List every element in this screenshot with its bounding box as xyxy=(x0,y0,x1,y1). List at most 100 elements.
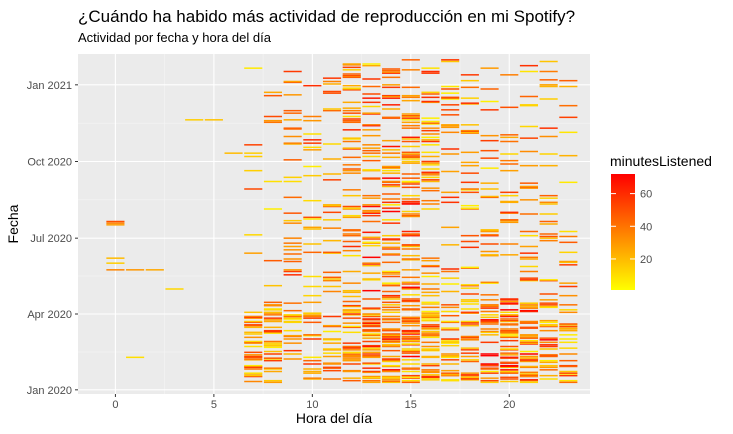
heatmap-tile xyxy=(382,210,401,213)
heatmap-tile xyxy=(421,314,440,317)
heatmap-tile xyxy=(460,131,479,134)
heatmap-tile xyxy=(382,364,401,367)
heatmap-tile xyxy=(480,354,499,357)
heatmap-tile xyxy=(382,117,401,119)
heatmap-tile xyxy=(401,99,420,102)
heatmap-tile xyxy=(500,371,519,374)
heatmap-tile xyxy=(322,83,342,85)
heatmap-tile xyxy=(441,201,460,204)
heatmap-tile xyxy=(283,94,302,96)
heatmap-tile xyxy=(322,204,342,207)
heatmap-tile xyxy=(460,79,479,82)
heatmap-tile xyxy=(382,369,401,371)
heatmap-tile xyxy=(500,378,519,380)
x-tick-label: 20 xyxy=(503,399,515,411)
heatmap-tile xyxy=(303,370,322,373)
heatmap-tile xyxy=(322,367,342,369)
heatmap-tile xyxy=(441,321,460,324)
heatmap-tile xyxy=(539,201,558,204)
heatmap-tile xyxy=(441,341,460,344)
heatmap-tile xyxy=(500,201,519,204)
heatmap-tile xyxy=(382,69,401,72)
heatmap-tile xyxy=(382,271,401,274)
heatmap-tile xyxy=(421,334,440,337)
heatmap-tile xyxy=(519,279,539,281)
heatmap-tile xyxy=(480,243,499,245)
heatmap-tile xyxy=(283,320,302,323)
heatmap-tile xyxy=(460,339,479,341)
heatmap-tile xyxy=(421,96,440,99)
heatmap-tile xyxy=(401,96,420,99)
heatmap-tile xyxy=(460,204,479,207)
heatmap-tile xyxy=(322,352,342,354)
heatmap-tile xyxy=(322,362,342,364)
heatmap-tile xyxy=(539,197,558,199)
heatmap-tile xyxy=(283,242,302,244)
heatmap-tile xyxy=(421,155,440,158)
heatmap-tile xyxy=(401,344,420,346)
heatmap-tile xyxy=(342,229,361,232)
heatmap-tile xyxy=(342,229,361,231)
x-tick-label: 0 xyxy=(112,399,118,411)
heatmap-tile xyxy=(362,321,381,324)
heatmap-tile xyxy=(342,119,361,122)
heatmap-tile xyxy=(500,366,519,369)
heatmap-tile xyxy=(421,176,440,179)
heatmap-tile xyxy=(401,234,420,236)
heatmap-tile xyxy=(460,246,479,249)
heatmap-tile xyxy=(421,327,440,329)
heatmap-tile xyxy=(401,162,420,164)
heatmap-tile xyxy=(480,304,499,307)
heatmap-tile xyxy=(342,282,361,284)
heatmap-tile xyxy=(263,312,283,314)
heatmap-tile xyxy=(362,177,381,179)
heatmap-tile xyxy=(421,203,440,205)
heatmap-tile xyxy=(401,343,420,345)
heatmap-tile xyxy=(342,313,361,315)
heatmap-tile xyxy=(421,336,440,339)
heatmap-tile xyxy=(244,336,263,339)
heatmap-tile xyxy=(539,348,558,350)
heatmap-tile xyxy=(401,138,420,140)
heatmap-tile xyxy=(500,243,519,245)
heatmap-tile xyxy=(500,254,519,256)
heatmap-tile xyxy=(382,304,401,306)
heatmap-tile xyxy=(342,345,361,348)
heatmap-tile xyxy=(421,288,440,290)
heatmap-tile xyxy=(382,359,401,361)
heatmap-tile xyxy=(342,140,361,143)
heatmap-tile xyxy=(382,181,401,184)
heatmap-tile xyxy=(263,180,283,183)
heatmap-tile xyxy=(106,220,125,223)
heatmap-tile xyxy=(362,194,381,197)
heatmap-tile xyxy=(382,377,401,379)
heatmap-tile xyxy=(401,304,420,307)
heatmap-tile xyxy=(303,378,322,380)
heatmap-tile xyxy=(303,321,322,324)
heatmap-tile xyxy=(539,364,558,367)
heatmap-tile xyxy=(342,74,361,77)
heatmap-tile xyxy=(263,329,283,332)
heatmap-tile xyxy=(106,224,125,226)
heatmap-tile xyxy=(441,226,460,229)
heatmap-tile xyxy=(382,273,401,275)
heatmap-tile xyxy=(421,341,440,344)
heatmap-tile xyxy=(244,144,263,146)
heatmap-tile xyxy=(559,372,578,374)
heatmap-tile xyxy=(382,86,401,89)
heatmap-tile xyxy=(342,148,361,150)
heatmap-tile xyxy=(519,320,539,323)
heatmap-tile xyxy=(342,322,361,324)
heatmap-tile xyxy=(322,355,342,358)
heatmap-tile xyxy=(263,284,283,287)
heatmap-tile xyxy=(382,72,401,74)
heatmap-tile xyxy=(283,196,302,199)
heatmap-tile xyxy=(263,259,283,262)
heatmap-tile xyxy=(421,171,440,174)
heatmap-tile xyxy=(421,179,440,181)
heatmap-tile xyxy=(263,301,283,304)
heatmap-tile xyxy=(362,134,381,137)
heatmap-tile xyxy=(263,367,283,369)
heatmap-tile xyxy=(303,312,322,314)
heatmap-tile xyxy=(283,309,302,312)
